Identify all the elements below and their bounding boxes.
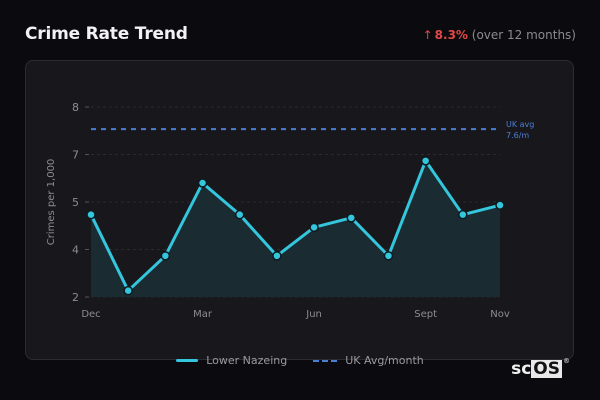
uk-avg-annotation-value: 7.6/m <box>506 131 529 140</box>
data-point[interactable] <box>346 213 357 223</box>
series-line-lower-nazeing <box>89 159 501 293</box>
logo-text-os: OS <box>531 359 562 379</box>
data-point[interactable] <box>272 251 282 261</box>
data-point[interactable] <box>309 222 319 233</box>
data-point[interactable] <box>86 209 96 220</box>
solid-line-swatch-icon <box>176 359 199 362</box>
series-area-fill <box>91 160 500 297</box>
data-point[interactable] <box>234 209 245 220</box>
trend-change-indicator: ↑ 8.3% (over 12 months) <box>423 28 576 42</box>
uk-avg-annotation: UK avg <box>506 120 534 129</box>
x-tick-label: Nov <box>490 309 510 320</box>
x-tick-label: Jun <box>305 309 322 320</box>
legend-label: UK Avg/month <box>345 354 424 367</box>
data-point[interactable] <box>383 251 394 261</box>
data-point[interactable] <box>420 156 431 166</box>
change-note: (over 12 months) <box>471 28 576 42</box>
data-point[interactable] <box>123 285 133 296</box>
y-axis-ticks: 8 7 5 4 2 <box>72 101 89 304</box>
data-points <box>86 156 505 296</box>
x-tick-label: Mar <box>193 309 213 320</box>
dashed-line-swatch-icon <box>313 359 338 362</box>
legend-item-uk-avg[interactable]: UK Avg/month <box>313 354 424 367</box>
data-point[interactable] <box>458 209 468 220</box>
page-title: Crime Rate Trend <box>25 24 188 44</box>
data-point[interactable] <box>197 178 208 188</box>
scos-logo: sc OS ® <box>511 357 570 379</box>
legend-label: Lower Nazeing <box>206 354 288 367</box>
y-tick-label: 8 <box>72 101 79 114</box>
logo-text-sc: sc <box>511 359 532 379</box>
x-axis-ticks: Dec Mar Jun Sept Nov <box>81 309 510 320</box>
y-tick-label: 7 <box>72 149 79 162</box>
legend-item-lower-nazeing[interactable]: Lower Nazeing <box>176 354 287 367</box>
y-tick-label: 4 <box>72 244 79 257</box>
x-tick-label: Dec <box>81 309 100 320</box>
y-tick-label: 5 <box>72 196 79 209</box>
y-tick-label: 2 <box>72 291 79 304</box>
registered-mark: ® <box>563 357 570 365</box>
data-point[interactable] <box>160 251 171 261</box>
data-point[interactable] <box>495 200 505 210</box>
y-axis-label: Crimes per 1,000 <box>46 159 57 246</box>
change-percent: 8.3% <box>434 28 468 42</box>
arrow-up-icon: ↑ <box>422 28 433 42</box>
chart-legend: Lower Nazeing UK Avg/month <box>0 354 600 367</box>
x-tick-label: Sept <box>414 309 437 320</box>
